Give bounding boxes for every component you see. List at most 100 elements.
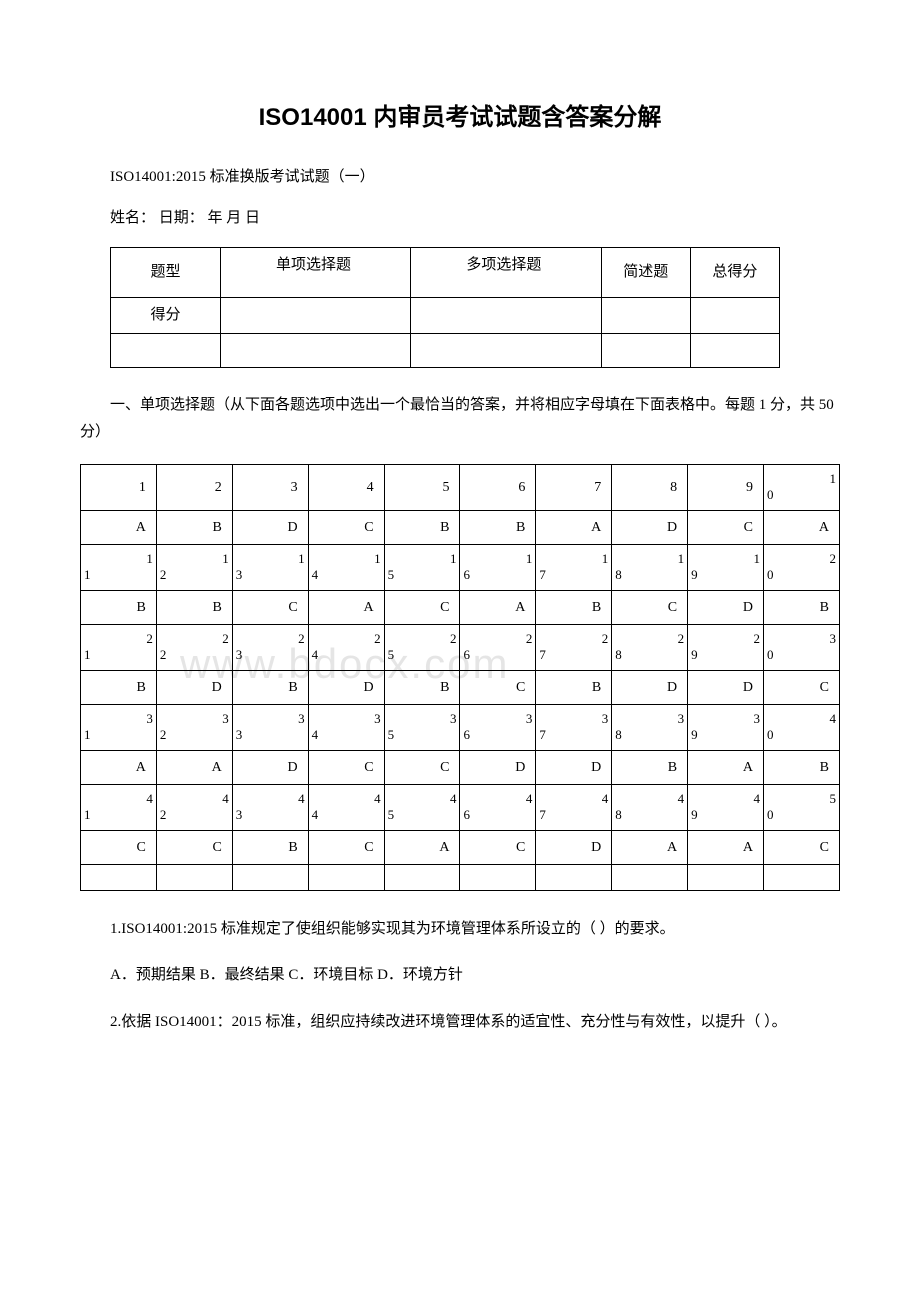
answer-cell: C: [308, 510, 384, 544]
table-row: 12345678910: [81, 464, 840, 510]
answer-cell: C: [764, 670, 840, 704]
answer-cell: D: [688, 670, 764, 704]
num-cell: 7: [536, 464, 612, 510]
num-cell: 50: [764, 784, 840, 830]
score-summary-table: 题型 单项选择题 多项选择题 简述题 总得分 得分: [110, 247, 780, 368]
num-cell: 2: [156, 464, 232, 510]
header-cell: 总得分: [690, 248, 779, 298]
answer-cell: C: [156, 830, 232, 864]
num-cell: 45: [384, 784, 460, 830]
answer-cell: D: [460, 750, 536, 784]
answer-cell: C: [612, 590, 688, 624]
section1-instructions: 一、单项选择题（从下面各题选项中选出一个最恰当的答案，并将相应字母填在下面表格中…: [80, 392, 840, 446]
empty-cell: [536, 864, 612, 890]
question-1: 1.ISO14001:2015 标准规定了使组织能够实现其为环境管理体系所设立的…: [80, 915, 840, 944]
num-cell: 33: [232, 704, 308, 750]
score-cell: [601, 298, 690, 334]
answer-cell: D: [156, 670, 232, 704]
table-row: 21222324252627282930: [81, 624, 840, 670]
answer-cell: A: [308, 590, 384, 624]
table-row: BBCACABCDB: [81, 590, 840, 624]
num-cell: 12: [156, 544, 232, 590]
num-cell: 48: [612, 784, 688, 830]
empty-cell: [460, 864, 536, 890]
num-cell: 16: [460, 544, 536, 590]
num-cell: 4: [308, 464, 384, 510]
table-row: AADCCDDBAB: [81, 750, 840, 784]
score-cell: [411, 298, 601, 334]
num-cell: 46: [460, 784, 536, 830]
exam-subtitle: ISO14001:2015 标准换版考试试题（一）: [80, 166, 840, 189]
answer-cell: B: [81, 590, 157, 624]
num-cell: 1: [81, 464, 157, 510]
num-cell: 30: [764, 624, 840, 670]
num-cell: 9: [688, 464, 764, 510]
page-title: ISO14001 内审员考试试题含答案分解: [80, 100, 840, 136]
score-cell: [690, 298, 779, 334]
name-date-line: 姓名： 日期： 年 月 日: [80, 207, 840, 230]
answer-cell: C: [688, 510, 764, 544]
row-label: 得分: [111, 298, 221, 334]
table-row: [81, 864, 840, 890]
answer-cell: B: [460, 510, 536, 544]
answer-cell: B: [612, 750, 688, 784]
empty-cell: [308, 864, 384, 890]
num-cell: 21: [81, 624, 157, 670]
answer-cell: D: [308, 670, 384, 704]
score-cell: [221, 298, 411, 334]
answer-cell: A: [688, 830, 764, 864]
empty-cell: [232, 864, 308, 890]
answer-key-table: 12345678910ABDCBBADCA1112131415161718192…: [80, 464, 840, 891]
answer-cell: A: [384, 830, 460, 864]
header-cell: 多项选择题: [411, 248, 601, 298]
answer-cell: A: [764, 510, 840, 544]
num-cell: 29: [688, 624, 764, 670]
num-cell: 39: [688, 704, 764, 750]
empty-cell: [601, 333, 690, 367]
num-cell: 13: [232, 544, 308, 590]
num-cell: 47: [536, 784, 612, 830]
num-cell: 10: [764, 464, 840, 510]
empty-cell: [612, 864, 688, 890]
header-cell: 简述题: [601, 248, 690, 298]
answer-cell: C: [384, 590, 460, 624]
table-row: 11121314151617181920: [81, 544, 840, 590]
answer-cell: A: [536, 510, 612, 544]
num-cell: 6: [460, 464, 536, 510]
answer-cell: D: [232, 510, 308, 544]
num-cell: 20: [764, 544, 840, 590]
num-cell: 23: [232, 624, 308, 670]
num-cell: 22: [156, 624, 232, 670]
answer-cell: B: [156, 510, 232, 544]
num-cell: 15: [384, 544, 460, 590]
answer-cell: D: [232, 750, 308, 784]
answer-cell: A: [156, 750, 232, 784]
answer-cell: C: [308, 830, 384, 864]
answer-cell: C: [384, 750, 460, 784]
question-1-options: A．预期结果 B．最终结果 C．环境目标 D．环境方针: [80, 961, 840, 990]
table-row: ABDCBBADCA: [81, 510, 840, 544]
answer-cell: A: [688, 750, 764, 784]
header-cell: 题型: [111, 248, 221, 298]
table-row: 41424344454647484950: [81, 784, 840, 830]
answer-cell: B: [232, 830, 308, 864]
num-cell: 27: [536, 624, 612, 670]
answer-cell: D: [536, 750, 612, 784]
header-cell: 单项选择题: [221, 248, 411, 298]
empty-cell: [688, 864, 764, 890]
num-cell: 35: [384, 704, 460, 750]
num-cell: 49: [688, 784, 764, 830]
num-cell: 36: [460, 704, 536, 750]
num-cell: 40: [764, 704, 840, 750]
num-cell: 26: [460, 624, 536, 670]
answer-cell: B: [384, 670, 460, 704]
empty-cell: [411, 333, 601, 367]
answer-cell: B: [764, 590, 840, 624]
answer-cell: D: [688, 590, 764, 624]
num-cell: 25: [384, 624, 460, 670]
table-row: 得分: [111, 298, 780, 334]
num-cell: 18: [612, 544, 688, 590]
answer-cell: C: [81, 830, 157, 864]
table-row: CCBCACDAAC: [81, 830, 840, 864]
num-cell: 28: [612, 624, 688, 670]
